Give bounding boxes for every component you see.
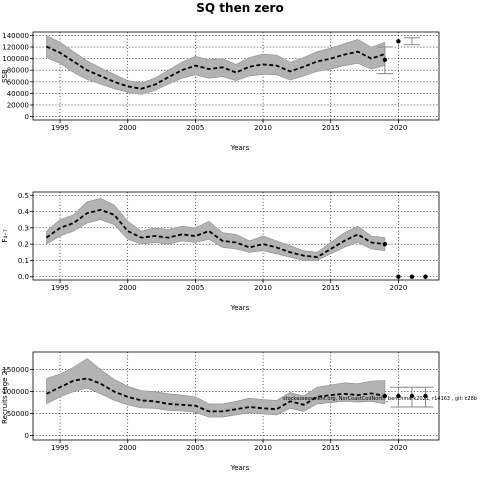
y-tick-label: 60000 [7, 78, 29, 86]
x-tick-label: 2005 [186, 444, 204, 452]
confidence-band [46, 198, 386, 261]
projection-point [409, 274, 415, 279]
panel-recruits: 1995 2000 2005 2010 2015 2020 0 50000 100000 1500… [1, 351, 440, 472]
y-tick-label: 0.5 [18, 192, 29, 200]
x-tick-label: 2020 [389, 444, 407, 452]
panel-fishing-mortality: 1995 2000 2005 2010 2015 2020 0.0 0.1 0.2 0.3 0.4 0… [1, 191, 440, 312]
estimate-line [45, 208, 386, 259]
y-tick-label: 140000 [2, 32, 29, 40]
projection-point [423, 393, 428, 399]
y-tick-label: 0 [25, 113, 29, 121]
source-annotation: stockassessment.org, NorCoastCodNorth_be… [283, 396, 477, 402]
plot-frame [32, 31, 440, 121]
x-tick-label: 2005 [186, 124, 204, 132]
y-tick-label: 0.0 [18, 273, 29, 281]
y-tick-label: 0.4 [18, 208, 30, 216]
y-tick-label: 0.1 [18, 257, 29, 265]
y-tick-label: 100000 [2, 388, 29, 396]
y-tick-label: 20000 [7, 101, 29, 109]
x-tick-label: 2000 [119, 444, 137, 452]
projection-point [382, 393, 388, 399]
y-tick-label: 40000 [7, 90, 29, 98]
x-tick-label: 1995 [51, 124, 69, 132]
x-axis-label: Years [230, 464, 250, 472]
projection-point [396, 393, 401, 399]
panel-ssb: 1995 2000 2005 2010 2015 2020 0 20000 40000 60000… [1, 31, 440, 152]
projection-point [382, 241, 388, 247]
x-tick-label: 1995 [51, 444, 69, 452]
y-tick-label: 0.2 [18, 241, 29, 249]
x-axis-label: Years [230, 144, 250, 152]
y-tick-label: 80000 [7, 67, 29, 75]
confidence-band [46, 35, 386, 95]
plot-frame [32, 351, 440, 441]
y-axis-label: Recruits (age 2) [1, 368, 9, 424]
y-tick-label: 0 [25, 432, 29, 440]
y-tick-label: 120000 [2, 44, 29, 52]
x-tick-label: 2015 [322, 444, 340, 452]
projection-point [423, 274, 428, 279]
y-tick-label: 100000 [2, 55, 29, 63]
y-axis-label: F₄₋₇ [1, 229, 9, 243]
y-tick-label: 0.3 [18, 224, 29, 232]
projection-point [382, 57, 388, 62]
x-tick-label: 2020 [389, 284, 407, 292]
x-axis-label: Years [230, 304, 250, 312]
x-tick-label: 2010 [254, 444, 272, 452]
x-tick-label: 2010 [254, 124, 272, 132]
x-tick-label: 2015 [322, 124, 340, 132]
x-tick-label: 2000 [119, 284, 137, 292]
x-tick-label: 2020 [389, 124, 407, 132]
estimate-line [46, 45, 386, 90]
confidence-band [46, 358, 386, 418]
x-tick-label: 2000 [119, 124, 137, 132]
y-axis-label: SSB [1, 69, 9, 83]
y-tick-label: 50000 [7, 410, 29, 418]
x-tick-label: 2010 [254, 284, 272, 292]
x-tick-label: 1995 [51, 284, 69, 292]
figure-title: SQ then zero [196, 1, 283, 15]
y-tick-label: 150000 [2, 366, 29, 374]
plot-frame [32, 191, 440, 281]
estimate-line [46, 377, 386, 413]
x-tick-label: 2005 [186, 284, 204, 292]
projection-point [396, 274, 401, 279]
projection-point [409, 393, 415, 399]
projection-point [396, 39, 401, 44]
x-tick-label: 2015 [322, 284, 340, 292]
